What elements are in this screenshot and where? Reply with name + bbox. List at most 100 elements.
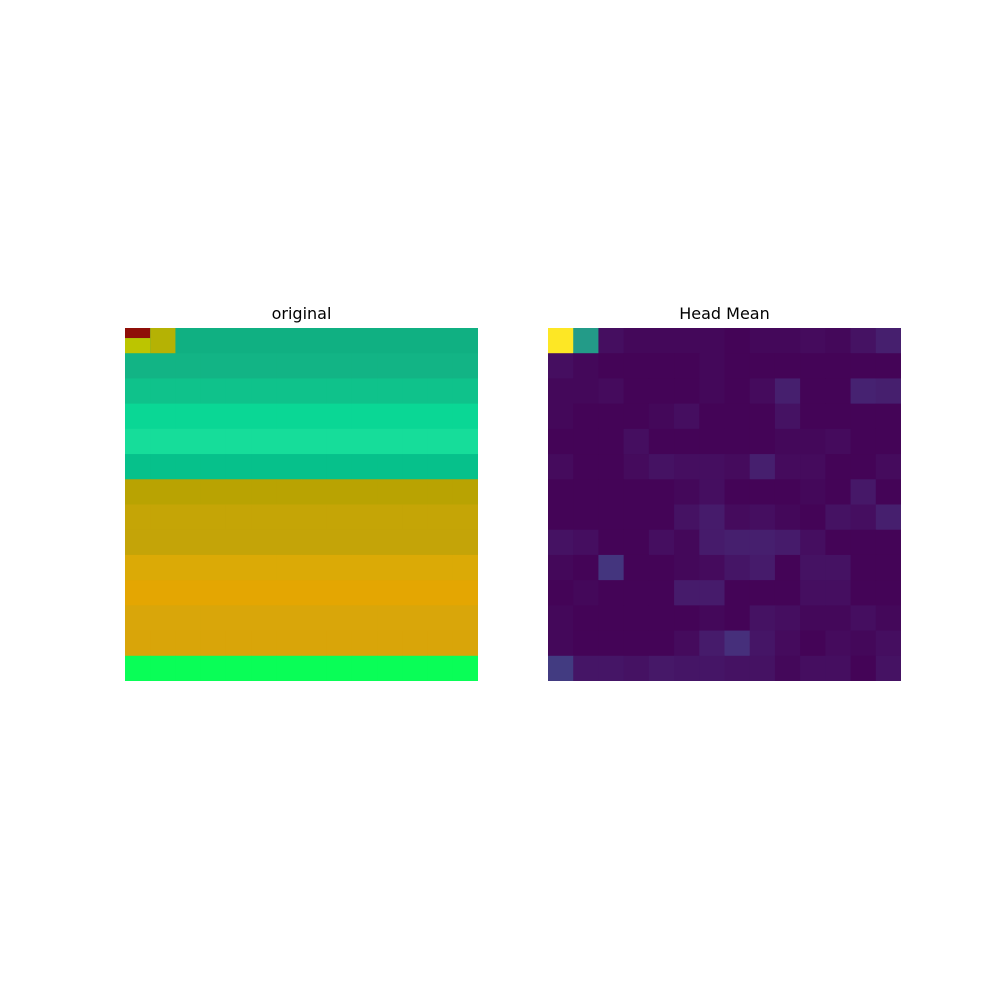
image-cell-r2c13 — [452, 378, 478, 405]
heatmap-cell-r0c5 — [674, 328, 700, 354]
heatmap-cell-r6c13 — [875, 479, 901, 505]
image-cell-r10c12 — [427, 580, 454, 606]
heatmap-cell-r4c11 — [825, 428, 852, 455]
image-cell-r7c8 — [326, 504, 353, 531]
heatmap-cell-r0c9 — [774, 328, 801, 354]
image-cell-r1c1 — [150, 353, 176, 379]
heatmap-cell-r2c0 — [548, 378, 574, 405]
image-cell-r9c5 — [251, 554, 277, 581]
image-cell-r2c7 — [301, 378, 328, 405]
heatmap-cell-r6c7 — [724, 479, 751, 505]
image-cell-r0c2 — [175, 328, 202, 354]
heatmap-cell-r0c2 — [598, 328, 625, 354]
heatmap-cell-r10c3 — [623, 580, 650, 606]
image-cell-r1c11 — [402, 353, 429, 379]
heatmap-cell-r5c12 — [850, 454, 877, 480]
image-cell-r7c13 — [452, 504, 478, 531]
heatmap-cell-r4c5 — [674, 428, 700, 455]
heatmap-cell-r9c7 — [724, 554, 751, 581]
image-cell-r6c10 — [377, 479, 403, 505]
heatmap-cell-r11c1 — [573, 605, 599, 632]
heatmap-cell-r0c7 — [724, 328, 751, 354]
heatmap-cell-r3c7 — [724, 403, 751, 430]
heatmap-cell-r12c9 — [774, 630, 801, 657]
heatmap-cell-r5c0 — [548, 454, 574, 480]
heatmap-cell-r13c9 — [774, 655, 801, 681]
image-cell-r9c6 — [276, 554, 302, 581]
image-cell-r2c3 — [200, 378, 227, 405]
image-cell-r1c12 — [427, 353, 454, 379]
heatmap-cell-r11c4 — [648, 605, 675, 632]
image-cell-r2c5 — [251, 378, 277, 405]
heatmap-cell-r4c6 — [699, 428, 725, 455]
heatmap-cell-r12c8 — [749, 630, 776, 657]
heatmap-cell-r12c4 — [648, 630, 675, 657]
image-cell-r8c3 — [200, 529, 227, 556]
heatmap-cell-r9c0 — [548, 554, 574, 581]
image-cell-r12c10 — [377, 630, 403, 657]
image-cell-r12c3 — [200, 630, 227, 657]
heatmap-cell-r9c9 — [774, 554, 801, 581]
image-cell-r13c12 — [427, 655, 454, 681]
image-cell-r9c2 — [175, 554, 202, 581]
heatmap-cell-r8c5 — [674, 529, 700, 556]
image-cell-r11c1 — [150, 605, 176, 632]
image-cell-r6c13 — [452, 479, 478, 505]
image-cell-r2c12 — [427, 378, 454, 405]
image-cell-r9c0 — [125, 554, 151, 581]
heatmap-cell-r12c2 — [598, 630, 625, 657]
image-cell-r8c1 — [150, 529, 176, 556]
image-cell-r3c3 — [200, 403, 227, 430]
heatmap-cell-r12c7 — [724, 630, 751, 657]
heatmap-cell-r11c5 — [674, 605, 700, 632]
image-cell-r1c4 — [225, 353, 252, 379]
image-cell-r3c5 — [251, 403, 277, 430]
heatmap-cell-r4c4 — [648, 428, 675, 455]
image-cell-r7c1 — [150, 504, 176, 531]
image-cell-r7c6 — [276, 504, 302, 531]
image-cell-r13c13 — [452, 655, 478, 681]
heatmap-cell-r2c2 — [598, 378, 625, 405]
heatmap-cell-r8c1 — [573, 529, 599, 556]
image-cell-r6c1 — [150, 479, 176, 505]
heatmap-cell-r7c7 — [724, 504, 751, 531]
image-cell-r12c1 — [150, 630, 176, 657]
image-cell-r12c8 — [326, 630, 353, 657]
heatmap-cell-r11c2 — [598, 605, 625, 632]
heatmap-cell-r11c13 — [875, 605, 901, 632]
image-cell-r3c7 — [301, 403, 328, 430]
image-cell-r11c3 — [200, 605, 227, 632]
heatmap-cell-r3c4 — [648, 403, 675, 430]
heatmap-cell-r8c8 — [749, 529, 776, 556]
image-cell-r11c10 — [377, 605, 403, 632]
image-cell-r13c6 — [276, 655, 302, 681]
heatmap-cell-r2c3 — [623, 378, 650, 405]
image-cell-r5c1 — [150, 454, 176, 480]
heatmap-cell-r10c1 — [573, 580, 599, 606]
image-cell-r4c12 — [427, 428, 454, 455]
image-cell-r5c5 — [251, 454, 277, 480]
original-title: original — [271, 304, 332, 323]
heatmap-cell-r12c3 — [623, 630, 650, 657]
image-cell-r6c5 — [251, 479, 277, 505]
heatmap-cell-r3c8 — [749, 403, 776, 430]
heatmap-cell-r7c4 — [648, 504, 675, 531]
image-cell-r11c13 — [452, 605, 478, 632]
image-cell-r6c7 — [301, 479, 328, 505]
heatmap-cell-r5c4 — [648, 454, 675, 480]
image-cell-r6c3 — [200, 479, 227, 505]
image-cell-r12c7 — [301, 630, 328, 657]
heatmap-cell-r4c12 — [850, 428, 877, 455]
image-cell-r6c11 — [402, 479, 429, 505]
image-cell-r12c4 — [225, 630, 252, 657]
image-cell-r13c9 — [351, 655, 378, 681]
heatmap-cell-r9c13 — [875, 554, 901, 581]
heatmap-cell-r3c12 — [850, 403, 877, 430]
heatmap-cell-r13c6 — [699, 655, 725, 681]
heatmap-cell-r2c13 — [875, 378, 901, 405]
heatmap-cell-r12c5 — [674, 630, 700, 657]
image-cell-r13c7 — [301, 655, 328, 681]
heatmap-cell-r2c6 — [699, 378, 725, 405]
heatmap-cell-r5c9 — [774, 454, 801, 480]
heatmap-cell-r0c4 — [648, 328, 675, 354]
